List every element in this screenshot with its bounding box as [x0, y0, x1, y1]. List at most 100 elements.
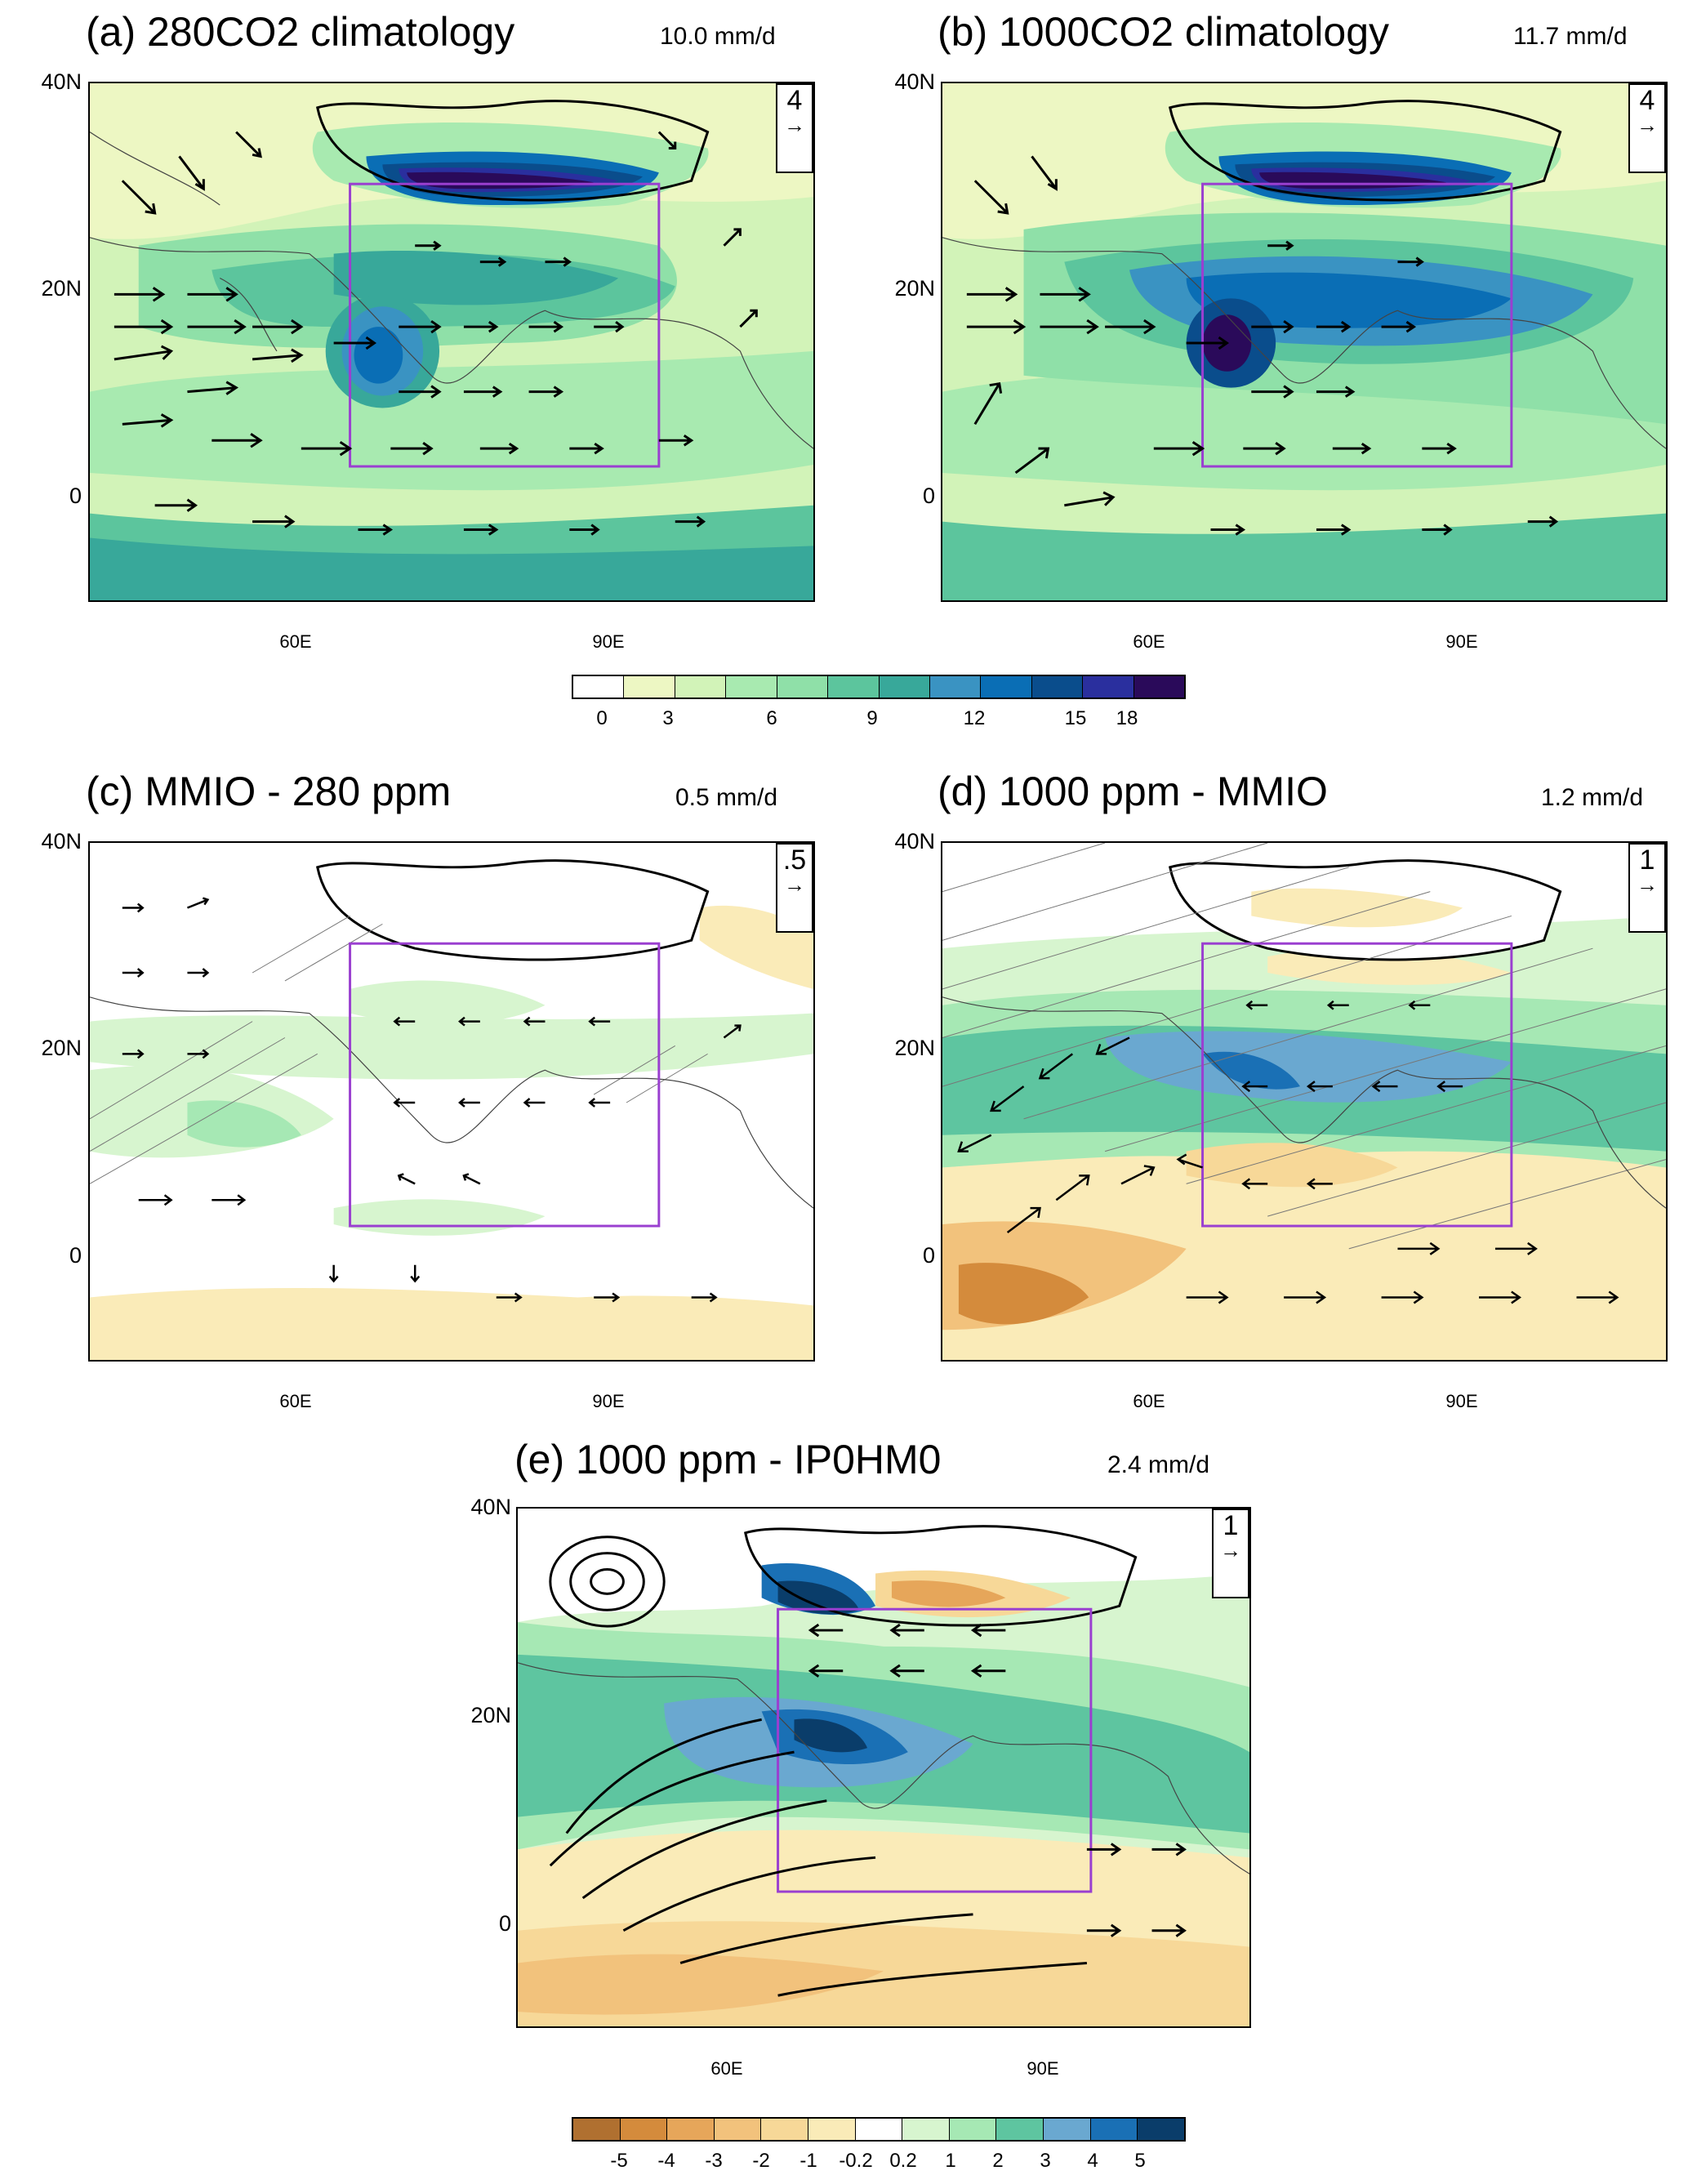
colorbar-climatology-label: 18 [1116, 707, 1138, 729]
colorbar-climatology-label: 3 [662, 707, 674, 729]
panel-d-ytick-20n: 20N [894, 1036, 935, 1060]
colorbar-cell [714, 2119, 762, 2140]
panel-d-ytick-40n: 40N [894, 829, 935, 854]
panel-e-reference-magnitude: 1 [1223, 1510, 1239, 1541]
colorbar-cell [879, 676, 930, 698]
panel-b-reference-vector: 4 → [1628, 83, 1666, 173]
wind-vectors [122, 897, 742, 1303]
panel-a-xtick-90e: 90E [592, 631, 625, 652]
panel-e-title: (e) 1000 ppm - IP0HM0 [514, 1437, 942, 1482]
panel-a-xtick-60e: 60E [279, 631, 312, 652]
panel-e-mean: 2.4 mm/d [1107, 1451, 1210, 1478]
colorbar-cell [761, 2119, 809, 2140]
wind-vectors [957, 1000, 1619, 1304]
panel-e-xtick-60e: 60E [710, 2058, 743, 2079]
colorbar-cell [949, 2119, 997, 2140]
wind-vectors [966, 155, 1559, 536]
colorbar-climatology [572, 675, 1186, 699]
colorbar-cell [1133, 676, 1185, 698]
panel-c-ytick-20n: 20N [41, 1036, 82, 1060]
wind-vectors [114, 131, 758, 536]
panel-c-reference-magnitude: .5 [782, 845, 807, 876]
colorbar-climatology-label: 12 [963, 707, 986, 729]
panel-a-field [90, 83, 813, 600]
reference-arrow-icon: → [1637, 872, 1658, 897]
colorbar-cell [573, 2119, 621, 2140]
panel-d-title: (d) 1000 ppm - MMIO [938, 769, 1328, 814]
panel-b-xtick-60e: 60E [1133, 631, 1165, 652]
colorbar-cell [726, 676, 777, 698]
colorbar-cell [981, 676, 1032, 698]
colorbar-difference-label: 2 [992, 2150, 1004, 2172]
wind-vectors [549, 1535, 1187, 1997]
colorbar-cell [1090, 2119, 1138, 2140]
panel-e-ytick-0: 0 [498, 1911, 511, 1936]
panel-c-xtick-60e: 60E [279, 1391, 312, 1411]
colorbar-difference-label: 4 [1087, 2150, 1098, 2172]
colorbar-cell [929, 676, 982, 698]
colorbar-cell [573, 676, 625, 698]
colorbar-difference-label: -0.2 [839, 2150, 873, 2172]
panel-b-xtick-90e: 90E [1445, 631, 1478, 652]
panel-b-reference-magnitude: 4 [1639, 85, 1655, 116]
panel-c-field [90, 843, 813, 1360]
panel-b-ytick-0: 0 [922, 484, 935, 508]
colorbar-difference-label: -3 [705, 2150, 723, 2172]
panel-a-ytick-40n: 40N [41, 69, 82, 94]
colorbar-climatology-label: 6 [766, 707, 777, 729]
colorbar-difference [572, 2117, 1186, 2142]
panel-c-ytick-40n: 40N [41, 829, 82, 854]
panel-d-xtick-60e: 60E [1133, 1391, 1165, 1411]
panel-e-ytick-20n: 20N [470, 1703, 511, 1727]
panel-b-field [942, 83, 1666, 600]
colorbar-cell [828, 676, 880, 698]
panel-b-map: 4 → [941, 82, 1668, 602]
colorbar-cell [777, 676, 829, 698]
colorbar-cell [902, 2119, 950, 2140]
panel-a-reference-magnitude: 4 [786, 85, 803, 116]
colorbar-difference-label: -5 [610, 2150, 628, 2172]
panel-c-ytick-0: 0 [69, 1243, 82, 1268]
colorbar-cell [624, 676, 675, 698]
colorbar-difference-label: -2 [752, 2150, 770, 2172]
panel-d-field [942, 843, 1666, 1360]
colorbar-climatology-label: 15 [1064, 707, 1087, 729]
panel-a-ytick-20n: 20N [41, 276, 82, 301]
colorbar-climatology-label: 9 [866, 707, 878, 729]
colorbar-cell [1031, 676, 1084, 698]
colorbar-climatology-label: 0 [596, 707, 608, 729]
panel-d-xtick-90e: 90E [1445, 1391, 1478, 1411]
colorbar-difference-label: -4 [657, 2150, 675, 2172]
panel-e-map: 1 → [516, 1507, 1251, 2028]
panel-c-reference-vector: .5 → [776, 843, 813, 933]
colorbar-difference-label: 5 [1134, 2150, 1146, 2172]
colorbar-cell [675, 676, 727, 698]
panel-c-mean: 0.5 mm/d [675, 784, 778, 811]
panel-d-map: 1 → [941, 841, 1668, 1362]
panel-e-ytick-40n: 40N [470, 1495, 511, 1519]
reference-arrow-icon: → [784, 113, 805, 137]
panel-e-reference-vector: 1 → [1212, 1509, 1249, 1598]
panel-b-mean: 11.7 mm/d [1513, 23, 1628, 50]
panel-d-ytick-0: 0 [922, 1243, 935, 1268]
panel-e-field [518, 1509, 1249, 2026]
colorbar-cell [620, 2119, 668, 2140]
reference-arrow-icon: → [784, 872, 805, 897]
colorbar-cell [855, 2119, 903, 2140]
colorbar-difference-label: 1 [945, 2150, 956, 2172]
reference-arrow-icon: → [1637, 113, 1658, 137]
colorbar-cell [1083, 676, 1134, 698]
panel-a-title: (a) 280CO2 climatology [86, 9, 515, 55]
panel-a-mean: 10.0 mm/d [660, 23, 776, 50]
panel-d-reference-magnitude: 1 [1639, 845, 1655, 876]
reference-arrow-icon: → [1220, 1538, 1241, 1562]
panel-c-xtick-90e: 90E [592, 1391, 625, 1411]
colorbar-cell [667, 2119, 715, 2140]
colorbar-difference-label: 0.2 [889, 2150, 917, 2172]
panel-d-reference-vector: 1 → [1628, 843, 1666, 933]
panel-b-title: (b) 1000CO2 climatology [938, 9, 1390, 55]
panel-b-ytick-20n: 20N [894, 276, 935, 301]
panel-d-mean: 1.2 mm/d [1541, 784, 1644, 811]
panel-e-xtick-90e: 90E [1027, 2058, 1059, 2079]
panel-c-title: (c) MMIO - 280 ppm [86, 769, 452, 814]
